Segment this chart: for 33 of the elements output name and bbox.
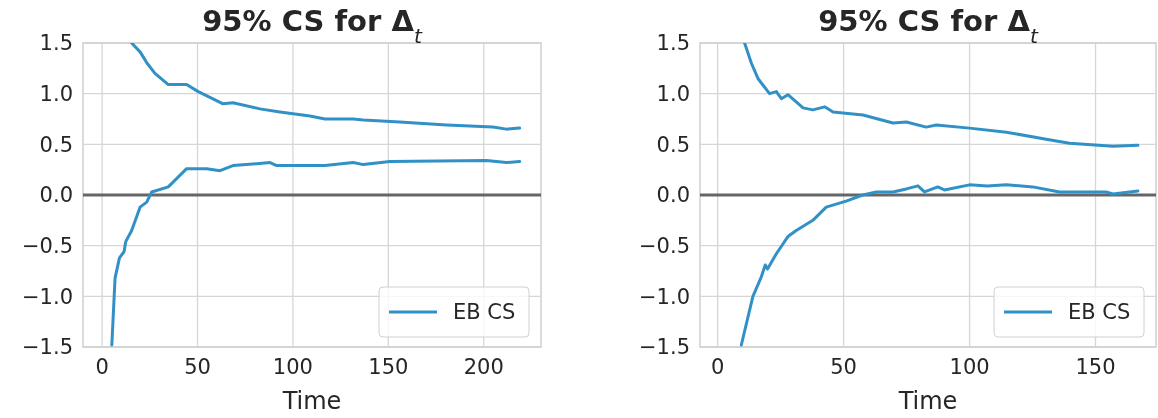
chart-title: 95% CS for Δ$_{t}$: [202, 4, 423, 48]
x-axis-title: Time: [897, 387, 958, 415]
x-tick-label: 200: [463, 355, 504, 379]
x-axis-title: Time: [281, 387, 342, 415]
x-tick-label: 0: [95, 355, 109, 379]
line-series: [739, 183, 1140, 347]
x-tick-label: 0: [710, 355, 725, 379]
legend-label: EB CS: [453, 300, 516, 325]
legend-label: EB CS: [1068, 300, 1131, 325]
y-tick-label: 0.5: [39, 132, 73, 157]
x-tick-label: 50: [830, 355, 857, 379]
line-series: [743, 43, 1140, 148]
y-tick-label: 1.5: [656, 31, 690, 56]
y-tick-label: 0.5: [656, 132, 690, 157]
y-tick-label: −0.5: [639, 234, 690, 259]
x-tick-label: 150: [1075, 355, 1116, 379]
x-tick-label: 100: [949, 355, 990, 379]
y-tick-label: −1.5: [639, 335, 690, 360]
y-tick-label: 1.5: [39, 31, 73, 56]
y-tick-label: −1.0: [22, 284, 73, 309]
line-series: [110, 159, 522, 347]
y-tick-label: −1.5: [22, 335, 73, 360]
line-series: [130, 43, 522, 131]
y-tick-label: 0.0: [656, 183, 690, 208]
x-tick-label: 50: [184, 355, 211, 379]
y-tick-label: −1.0: [639, 284, 690, 309]
y-tick-label: 0.0: [39, 183, 73, 208]
y-tick-label: 1.0: [39, 82, 73, 107]
y-tick-label: 1.0: [656, 82, 690, 107]
x-tick-label: 150: [368, 355, 409, 379]
chart-title: 95% CS for Δ$_{t}$: [818, 4, 1039, 48]
x-tick-label: 100: [272, 355, 313, 379]
y-tick-label: −0.5: [22, 234, 73, 259]
